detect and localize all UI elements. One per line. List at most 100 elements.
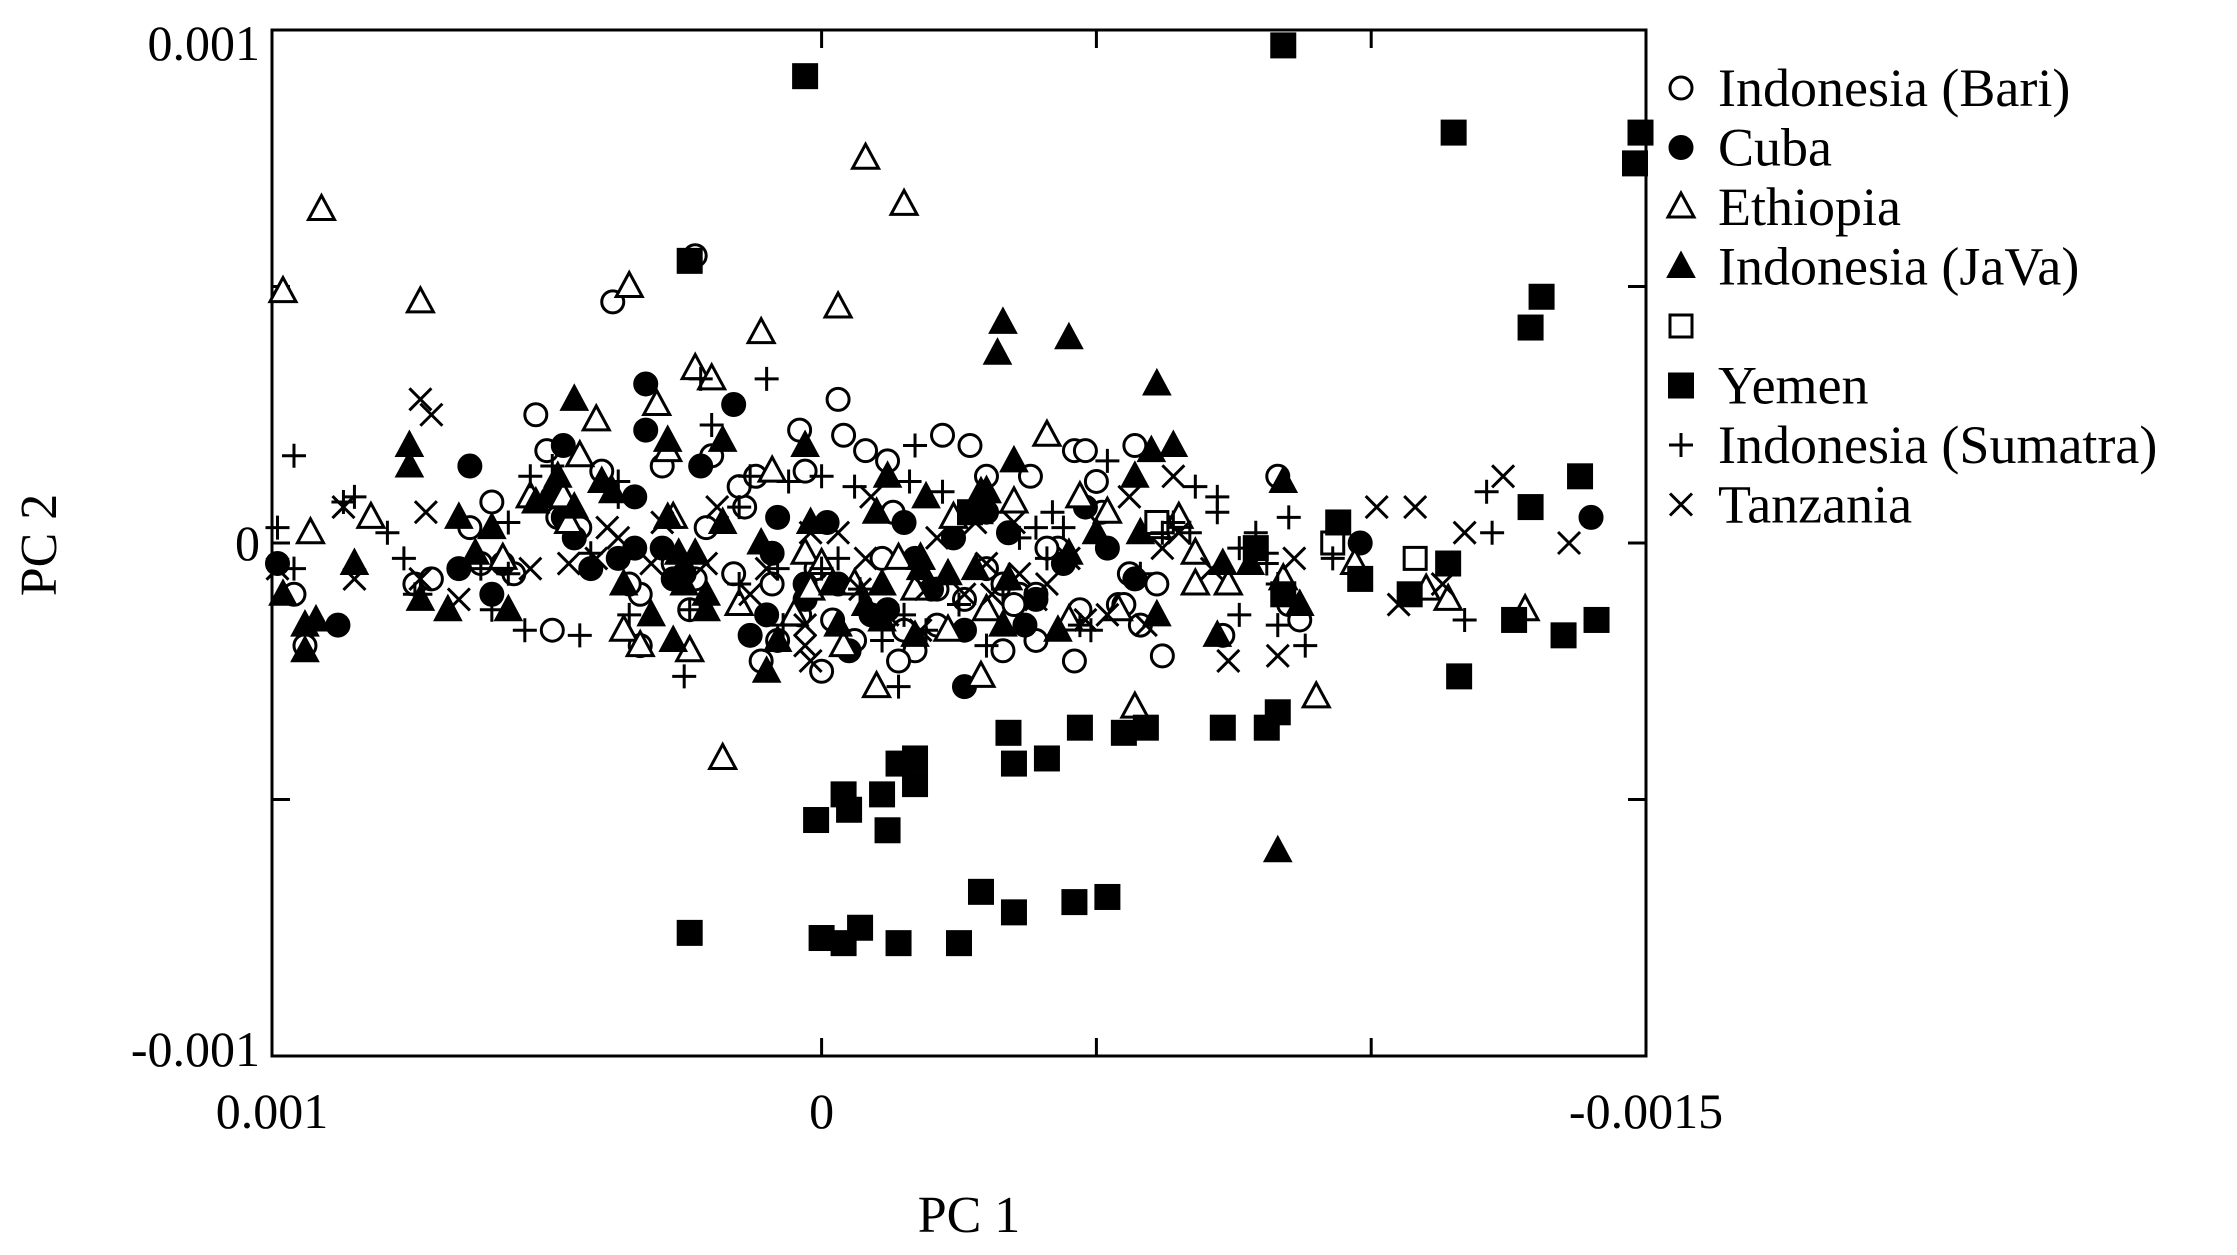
data-point <box>580 402 612 432</box>
data-point <box>1583 606 1610 633</box>
data-point <box>1446 663 1473 690</box>
data-point <box>1254 541 1279 566</box>
data-point <box>1270 581 1297 608</box>
data-point <box>1440 119 1467 146</box>
data-point <box>974 633 999 658</box>
data-point <box>707 424 738 452</box>
data-point <box>1550 622 1577 649</box>
data-point <box>1073 607 1098 633</box>
data-point <box>902 771 929 798</box>
data-point <box>419 402 444 427</box>
data-point <box>721 391 747 417</box>
legend-item: Indonesia (Sumatra) <box>1669 415 2157 475</box>
data-point <box>1158 429 1189 458</box>
data-point <box>754 366 779 391</box>
data-point <box>1556 530 1582 556</box>
data-point <box>1227 536 1252 561</box>
data-point <box>1282 546 1307 571</box>
data-point <box>933 557 963 586</box>
data-point <box>1212 566 1244 596</box>
data-point <box>636 598 667 627</box>
data-point <box>957 433 983 459</box>
data-point <box>1386 592 1411 617</box>
data-point <box>1001 592 1027 618</box>
data-point <box>444 501 474 529</box>
data-point <box>1091 495 1123 524</box>
data-point <box>446 587 471 612</box>
data-point <box>413 500 438 525</box>
data-point <box>1517 314 1544 341</box>
legend-label: Cuba <box>1718 118 1832 178</box>
data-point <box>1452 520 1477 545</box>
data-point <box>1128 561 1153 586</box>
data-point <box>999 444 1029 473</box>
data-point <box>754 556 779 581</box>
data-point <box>905 542 936 570</box>
data-point <box>676 247 703 274</box>
data-point <box>325 612 351 638</box>
data-point <box>721 561 747 587</box>
data-point <box>281 443 306 468</box>
data-point <box>1243 520 1268 545</box>
data-point <box>1150 520 1175 545</box>
data-point <box>952 582 977 607</box>
data-point <box>1627 119 1654 146</box>
data-point <box>790 429 820 458</box>
data-point <box>869 781 896 808</box>
data-point <box>738 464 763 489</box>
data-point <box>746 526 776 555</box>
data-point <box>1216 648 1241 674</box>
data-point <box>294 515 326 545</box>
data-point <box>809 556 834 581</box>
legend-item: Ethiopia <box>1665 177 1901 237</box>
data-point <box>290 634 320 663</box>
data-point <box>1078 618 1103 643</box>
data-point <box>265 515 290 540</box>
data-point <box>826 546 851 571</box>
data-point <box>1110 719 1137 746</box>
data-point <box>1207 547 1238 576</box>
data-point <box>672 664 697 689</box>
x-tick-label: 0 <box>809 1083 834 1139</box>
data-point <box>1043 614 1073 642</box>
data-point <box>776 469 801 494</box>
data-point <box>1095 602 1120 627</box>
data-point <box>331 495 356 520</box>
data-point <box>1161 464 1186 489</box>
data-point <box>745 315 777 345</box>
data-point <box>342 566 367 591</box>
data-point <box>1622 150 1649 177</box>
legend-item: Indonesia (Bari) <box>1668 58 2070 118</box>
data-point <box>694 551 719 576</box>
data-point <box>886 674 911 699</box>
data-point <box>586 465 617 493</box>
data-point <box>512 618 537 643</box>
data-point <box>1432 582 1464 611</box>
data-point <box>1007 561 1032 586</box>
data-point <box>1491 464 1516 489</box>
data-point <box>264 551 290 577</box>
data-point <box>658 624 689 652</box>
data-point <box>624 628 656 658</box>
data-point <box>875 602 900 627</box>
data-point <box>965 659 997 688</box>
data-point <box>850 141 882 170</box>
data-point <box>1199 556 1224 581</box>
data-point <box>1262 834 1293 863</box>
legend-item: Tanzania <box>1668 475 1912 535</box>
data-point <box>888 187 920 216</box>
data-point <box>1056 546 1081 571</box>
data-point <box>754 602 780 628</box>
data-point <box>394 449 425 478</box>
data-point <box>707 741 739 770</box>
data-point <box>872 460 903 488</box>
data-point <box>1209 714 1236 741</box>
data-point <box>988 609 1018 637</box>
data-point <box>542 460 573 488</box>
data-point <box>1227 602 1252 627</box>
data-point <box>613 269 645 298</box>
data-point <box>1133 613 1158 638</box>
data-point <box>477 511 507 540</box>
data-point <box>1066 714 1093 741</box>
data-point <box>1177 520 1202 545</box>
